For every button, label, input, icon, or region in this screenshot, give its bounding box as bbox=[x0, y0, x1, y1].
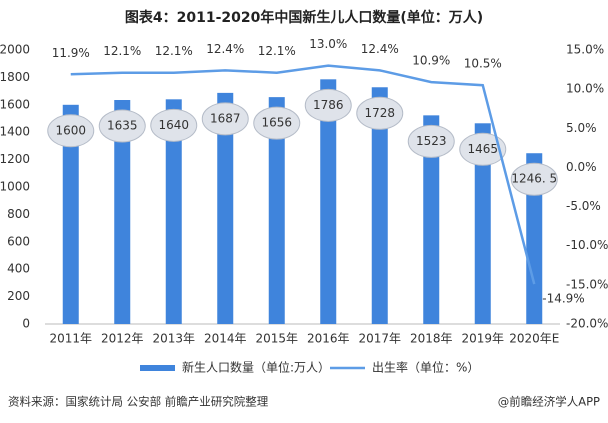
bar bbox=[526, 153, 543, 324]
y2-tick-label: 0.0% bbox=[566, 160, 597, 174]
bar bbox=[114, 100, 131, 324]
legend-label: 出生率（单位：%） bbox=[372, 360, 479, 375]
y-tick-label: 2000 bbox=[0, 43, 30, 57]
line-value-label: 10.9% bbox=[412, 54, 450, 68]
chart-title: 图表4：2011-2020年中国新生儿人口数量(单位：万人) bbox=[125, 9, 483, 26]
x-tick-label: 2013年 bbox=[152, 332, 195, 346]
label-bubble bbox=[201, 102, 249, 136]
y2-tick-label: -20.0% bbox=[566, 317, 608, 331]
bar-value-label: 1635 bbox=[107, 119, 138, 133]
bar bbox=[62, 104, 79, 324]
x-tick-label: 2019年 bbox=[461, 332, 504, 346]
label-bubble bbox=[407, 124, 455, 158]
y-tick-label: 1000 bbox=[0, 180, 30, 194]
y2-tick-label: -5.0% bbox=[566, 199, 601, 213]
y-tick-label: 600 bbox=[7, 234, 30, 248]
x-tick-label: 2020年E bbox=[509, 332, 559, 346]
bar-value-label: 1600 bbox=[55, 123, 86, 137]
x-tick-label: 2016年 bbox=[307, 332, 350, 346]
line-value-label: 12.1% bbox=[258, 44, 296, 58]
legend-swatch bbox=[140, 365, 175, 371]
line-value-label: 12.4% bbox=[361, 42, 399, 56]
y-tick-label: 1800 bbox=[0, 70, 30, 84]
bar bbox=[268, 97, 285, 325]
line-value-label: -14.9% bbox=[542, 292, 584, 306]
line-value-label: 13.0% bbox=[309, 37, 347, 51]
y-tick-label: 0 bbox=[22, 317, 30, 331]
y2-tick-label: 10.0% bbox=[566, 82, 604, 96]
bar bbox=[474, 123, 491, 324]
y-tick-label: 1200 bbox=[0, 152, 30, 166]
bar bbox=[423, 115, 440, 324]
label-bubble bbox=[510, 162, 558, 196]
bar bbox=[217, 92, 234, 324]
x-tick-label: 2018年 bbox=[410, 332, 453, 346]
line-value-label: 10.5% bbox=[464, 57, 502, 71]
y-tick-label: 400 bbox=[7, 262, 30, 276]
bar bbox=[320, 79, 337, 325]
x-tick-label: 2011年 bbox=[49, 332, 92, 346]
x-tick-label: 2015年 bbox=[255, 332, 298, 346]
y2-tick-label: 5.0% bbox=[566, 121, 597, 135]
line-value-label: 12.1% bbox=[155, 44, 193, 58]
credit: @前瞻经济学人APP bbox=[498, 395, 600, 409]
x-tick-label: 2012年 bbox=[101, 332, 144, 346]
bar-value-label: 1246. 5 bbox=[511, 172, 557, 186]
x-tick-label: 2017年 bbox=[358, 332, 401, 346]
label-bubble bbox=[253, 106, 301, 140]
bar-value-label: 1687 bbox=[210, 111, 241, 125]
legend-label: 新生人口数量（单位:万人） bbox=[182, 360, 330, 375]
rate-line bbox=[70, 64, 536, 285]
line-value-label: 11.9% bbox=[52, 46, 90, 60]
label-bubble bbox=[304, 88, 352, 122]
y2-tick-label: 15.0% bbox=[566, 43, 604, 57]
label-bubble bbox=[47, 114, 95, 148]
line-value-label: 12.1% bbox=[103, 44, 141, 58]
bar-value-label: 1728 bbox=[364, 106, 395, 120]
y-tick-label: 1600 bbox=[0, 97, 30, 111]
y2-tick-label: -10.0% bbox=[566, 238, 608, 252]
y-tick-label: 200 bbox=[7, 289, 30, 303]
label-bubble bbox=[150, 108, 198, 142]
bar-value-label: 1656 bbox=[261, 116, 292, 130]
y2-tick-label: -15.0% bbox=[566, 277, 608, 291]
y-tick-label: 800 bbox=[7, 207, 30, 221]
source: 资料来源：国家统计局 公安部 前瞻产业研究院整理 bbox=[8, 395, 269, 409]
bar-value-label: 1786 bbox=[313, 98, 344, 112]
label-bubble bbox=[459, 132, 507, 166]
label-bubble bbox=[98, 109, 146, 143]
bar bbox=[371, 87, 388, 324]
x-tick-label: 2014年 bbox=[204, 332, 247, 346]
bar-value-label: 1523 bbox=[416, 134, 447, 148]
label-bubble bbox=[356, 96, 404, 130]
bar-value-label: 1640 bbox=[158, 118, 189, 132]
bar bbox=[165, 99, 182, 324]
y-tick-label: 1400 bbox=[0, 125, 30, 139]
line-value-label: 12.4% bbox=[206, 42, 244, 56]
bar-value-label: 1465 bbox=[467, 142, 498, 156]
